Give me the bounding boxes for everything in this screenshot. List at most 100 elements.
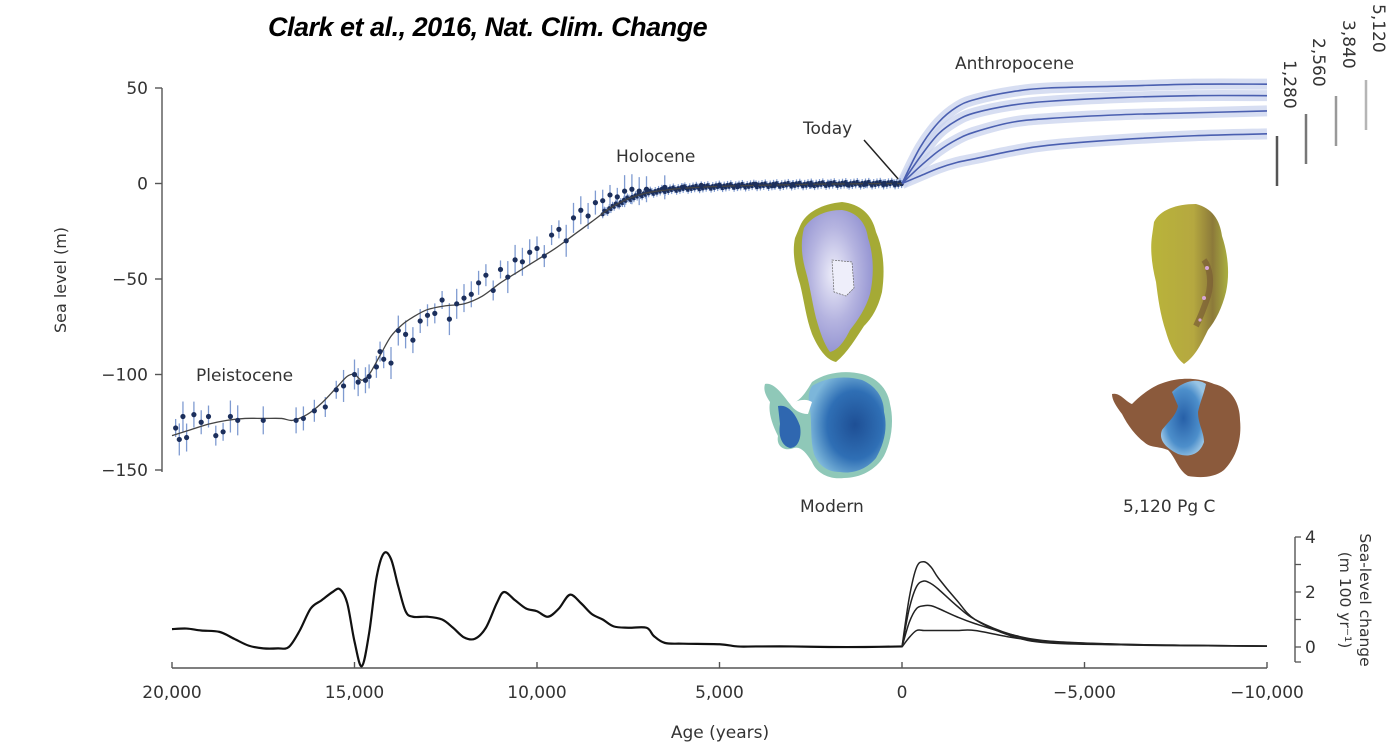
projection-line-3,840: [901, 94, 1268, 184]
observation-point: [771, 182, 777, 189]
observation-point: [881, 180, 887, 187]
fit-curve: [171, 182, 903, 437]
observation-point: [184, 434, 190, 441]
legend: 5,120 3,840 2,560 1,280: [1275, 4, 1387, 186]
bottom-y-tick-label: 2: [1305, 583, 1316, 603]
observation-point: [227, 413, 233, 420]
observation-point: [311, 408, 317, 414]
observation-point: [753, 181, 759, 188]
observation-point: [260, 417, 266, 423]
observation-point: [643, 186, 650, 192]
observation-point: [662, 184, 668, 190]
observation-point: [483, 272, 489, 278]
observation-point: [563, 238, 569, 244]
bottom-x-tick-label: 0: [897, 683, 908, 703]
map-antarctica-future: [1112, 378, 1241, 478]
bottom-x-tick-label: 10,000: [507, 683, 566, 703]
bottom-x-ticks: 20,000 15,000 10,000 5,000 0 −5,000 −10,000: [142, 662, 1304, 703]
observation-point: [789, 181, 796, 188]
bottom-x-tick-label: −10,000: [1230, 683, 1304, 703]
legend-label-1,280: 1,280: [1279, 60, 1299, 109]
observation-point: [377, 348, 383, 355]
observation-point: [844, 181, 850, 188]
observation-point: [505, 274, 511, 280]
rate-history-line: [171, 551, 903, 668]
observation-point: [403, 331, 409, 337]
bottom-y-axis-label-line2: (m 100 yr⁻¹): [1336, 552, 1354, 649]
observation-point: [614, 194, 620, 200]
observation-point: [205, 413, 212, 420]
top-y-axis-label: Sea level (m): [51, 227, 70, 333]
top-y-tick-label: −50: [112, 270, 148, 290]
observation-point: [527, 249, 533, 255]
rate-projection-5,120: [901, 560, 1268, 648]
observation-point: [578, 207, 584, 213]
bottom-x-tick-label: 15,000: [325, 683, 384, 703]
observation-point: [439, 297, 445, 303]
observation-point: [636, 188, 642, 194]
observation-point: [826, 181, 832, 187]
bottom-y-axis-label-line1: Sea-level change: [1356, 533, 1374, 666]
observation-point: [340, 383, 347, 389]
legend-label-5,120: 5,120: [1368, 4, 1387, 53]
bottom-y-tick-label: 0: [1305, 638, 1316, 658]
annotation-today: Today: [802, 119, 852, 139]
observation-point: [176, 436, 182, 443]
top-y-tick-label: 0: [137, 175, 148, 195]
observation-point: [293, 417, 299, 423]
today-pointer-line: [863, 139, 901, 182]
observation-point: [351, 371, 358, 378]
observation-point: [534, 245, 540, 252]
observation-point: [512, 257, 518, 263]
top-y-tick-label: −150: [101, 461, 148, 481]
observation-point: [461, 295, 467, 301]
annotation-pleistocene: Pleistocene: [196, 366, 293, 386]
bottom-x-tick-label: −5,000: [1053, 683, 1116, 703]
observation-point: [410, 337, 416, 343]
map-greenland-future: [1151, 204, 1229, 364]
observation-point: [519, 259, 526, 265]
legend-label-3,840: 3,840: [1338, 20, 1358, 69]
map-greenland-modern: [793, 202, 884, 362]
observation-point: [622, 188, 628, 194]
annotation-holocene: Holocene: [616, 147, 695, 167]
observation-point: [333, 387, 339, 393]
figure-title: Clark et al., 2016, Nat. Clim. Change: [268, 12, 708, 42]
observation-point: [468, 291, 474, 297]
projection-line-1,280: [901, 133, 1268, 185]
observation-point: [735, 183, 741, 189]
observation-point: [680, 184, 686, 190]
observation-point: [191, 412, 197, 418]
top-y-tick-label: 50: [126, 79, 148, 99]
observation-point: [381, 356, 387, 362]
observation-point: [698, 182, 704, 189]
observation-point: [541, 253, 547, 259]
observation-point: [570, 215, 577, 221]
observation-point: [366, 373, 372, 380]
map-antarctica-modern: [764, 372, 892, 479]
observation-point: [220, 429, 226, 435]
map-label-modern: Modern: [800, 497, 864, 517]
observation-points: [173, 180, 898, 443]
map-label-future: 5,120 Pg C: [1123, 497, 1215, 517]
rate-projection-lines: [901, 560, 1268, 648]
observation-point: [198, 419, 204, 425]
observation-point: [322, 404, 328, 410]
observation-point: [362, 377, 369, 383]
observation-point: [424, 312, 431, 318]
projection-line-2,560: [901, 110, 1268, 185]
observation-point: [629, 186, 635, 192]
observation-point: [417, 318, 423, 324]
observation-point: [607, 192, 613, 198]
observation-point: [213, 433, 219, 439]
projection-lines: [901, 83, 1268, 185]
observation-point: [490, 287, 496, 294]
projection-line-5,120: [901, 83, 1268, 184]
top-y-tick-label: −100: [101, 366, 148, 386]
bottom-x-axis-label: Age (years): [671, 723, 769, 743]
observation-point: [180, 413, 186, 420]
observation-point: [446, 316, 452, 322]
bottom-y-ticks: 4 2 0: [1295, 528, 1316, 663]
observation-point: [497, 266, 504, 273]
